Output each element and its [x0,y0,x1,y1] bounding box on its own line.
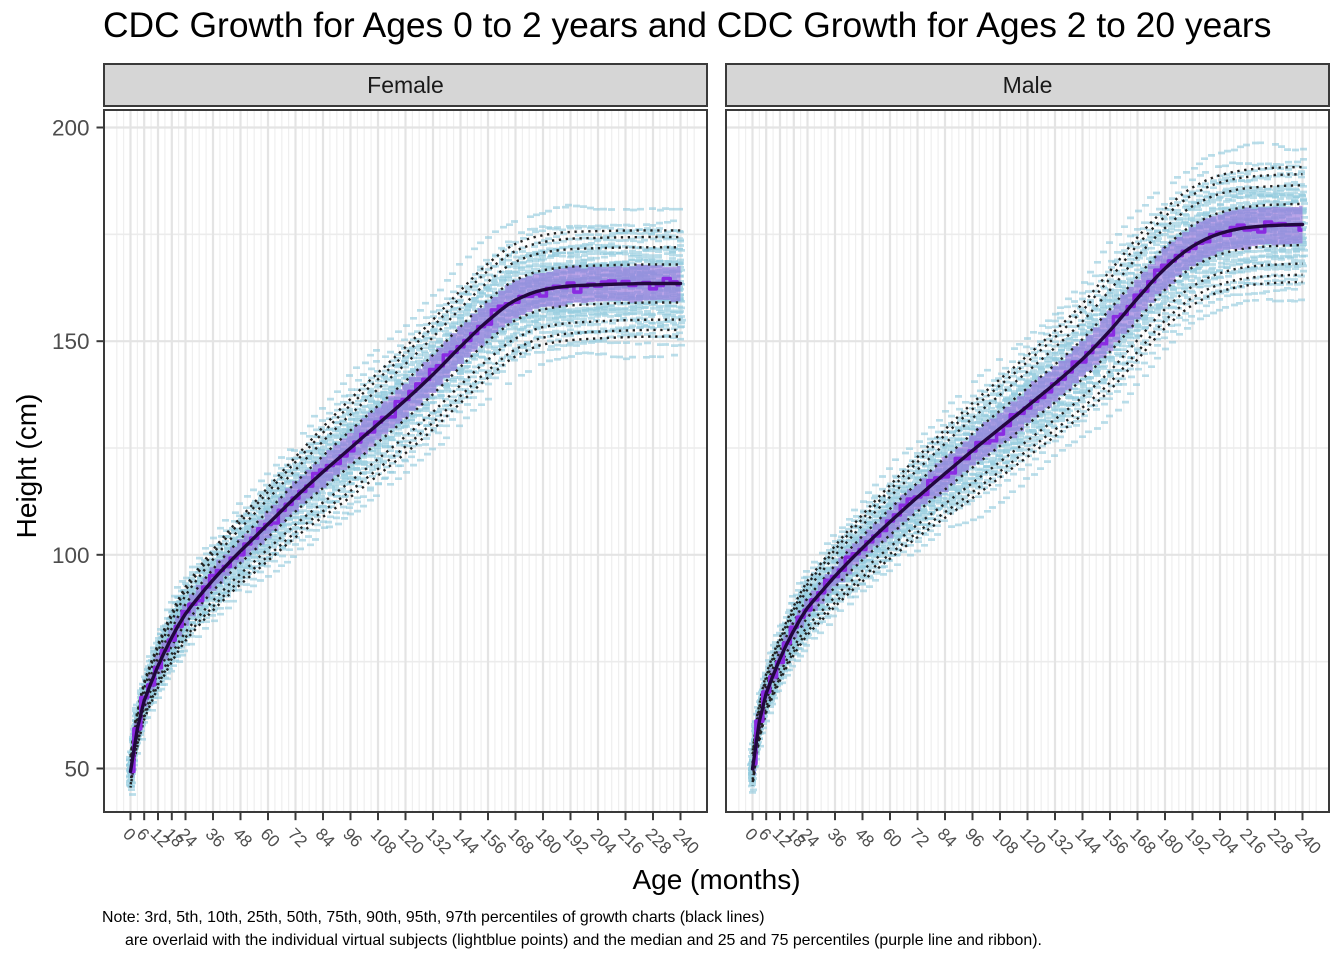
svg-text:204: 204 [587,824,620,857]
svg-text:216: 216 [614,824,647,857]
svg-text:180: 180 [532,824,565,857]
svg-text:120: 120 [394,824,427,857]
svg-text:200: 200 [52,116,90,141]
svg-text:228: 228 [1264,824,1297,857]
svg-text:150: 150 [52,329,90,354]
svg-text:216: 216 [1236,824,1269,857]
svg-text:168: 168 [1126,824,1159,857]
svg-text:228: 228 [642,824,675,857]
svg-text:36: 36 [202,824,229,851]
svg-text:96: 96 [339,824,366,851]
svg-text:192: 192 [1181,824,1214,857]
svg-text:204: 204 [1209,824,1242,857]
svg-text:72: 72 [284,824,311,851]
svg-text:36: 36 [824,824,851,851]
svg-text:48: 48 [229,824,256,851]
svg-text:132: 132 [422,824,455,857]
svg-text:60: 60 [257,824,284,851]
svg-text:240: 240 [669,824,702,857]
svg-text:48: 48 [851,824,878,851]
svg-text:240: 240 [1291,824,1324,857]
svg-text:192: 192 [559,824,592,857]
svg-text:100: 100 [52,543,90,568]
svg-text:108: 108 [367,824,400,857]
svg-text:144: 144 [1071,824,1104,857]
svg-text:120: 120 [1016,824,1049,857]
svg-text:96: 96 [961,824,988,851]
svg-text:72: 72 [906,824,933,851]
svg-text:156: 156 [1099,824,1132,857]
svg-text:156: 156 [477,824,510,857]
svg-text:180: 180 [1154,824,1187,857]
svg-text:60: 60 [879,824,906,851]
svg-text:144: 144 [449,824,482,857]
svg-text:168: 168 [504,824,537,857]
svg-text:50: 50 [64,757,89,782]
svg-text:108: 108 [989,824,1022,857]
svg-text:132: 132 [1044,824,1077,857]
svg-text:84: 84 [934,824,961,851]
svg-text:84: 84 [312,824,339,851]
